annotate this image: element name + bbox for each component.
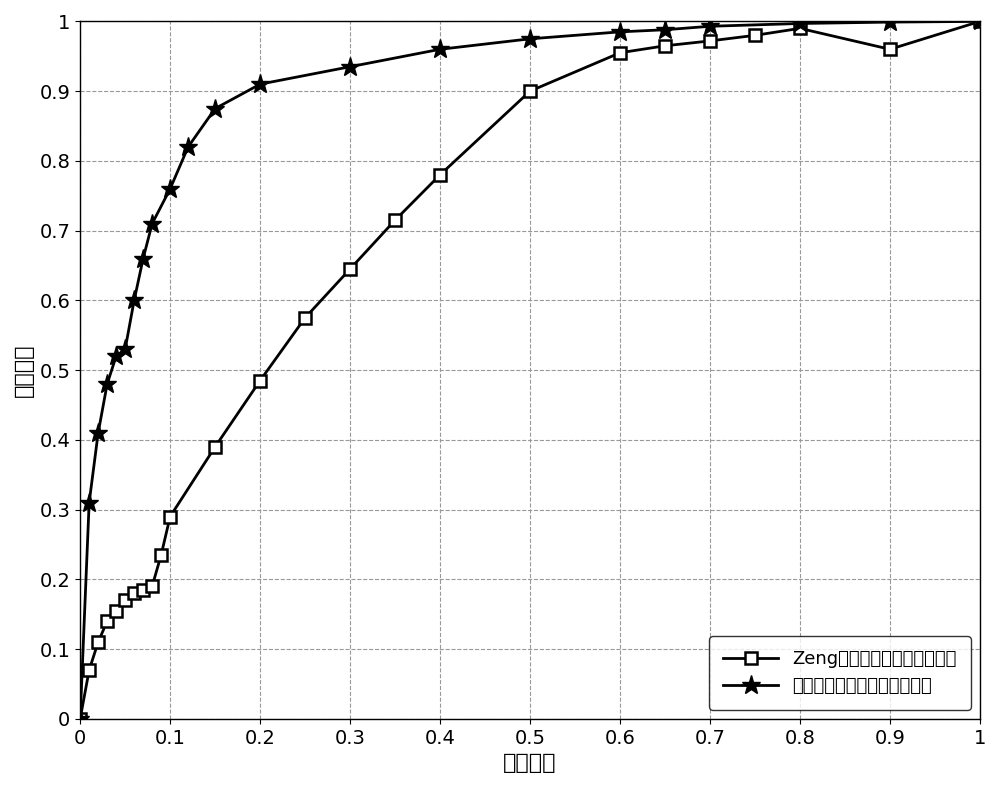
X-axis label: 虚警概率: 虚警概率 <box>503 753 557 773</box>
Y-axis label: 检测概率: 检测概率 <box>14 343 34 397</box>
Legend: Zeng等人提出的频谱感知方法, 本发明所提出的频谱感知方法: Zeng等人提出的频谱感知方法, 本发明所提出的频谱感知方法 <box>709 636 971 710</box>
